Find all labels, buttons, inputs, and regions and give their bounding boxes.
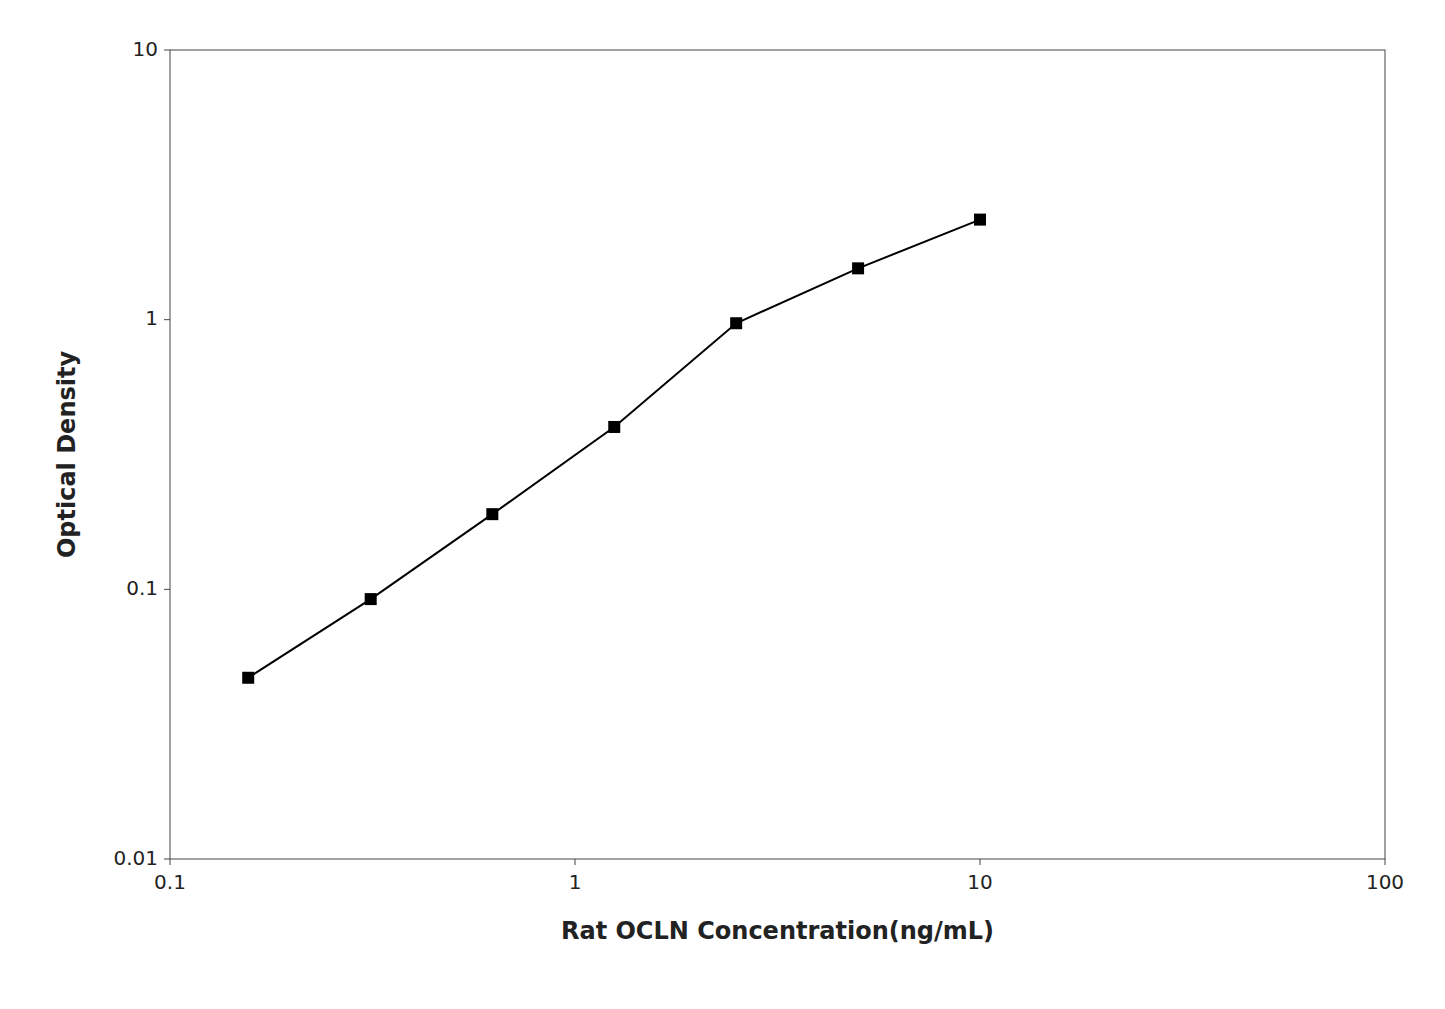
data-point <box>242 672 254 684</box>
y-tick <box>164 859 170 860</box>
x-tick-label: 10 <box>967 870 992 894</box>
data-layer <box>242 214 986 684</box>
x-tick <box>170 859 171 865</box>
y-tick-label: 10 <box>133 37 158 61</box>
y-tick-label: 0.1 <box>126 576 158 600</box>
data-point <box>365 593 377 605</box>
chart-svg: 0.11101000.010.1110Rat OCLN Concentratio… <box>0 0 1445 1009</box>
x-tick-label: 100 <box>1366 870 1404 894</box>
x-tick <box>1385 859 1386 865</box>
x-tick-label: 1 <box>569 870 582 894</box>
data-point <box>608 421 620 433</box>
data-point <box>852 262 864 274</box>
x-axis-label: Rat OCLN Concentration(ng/mL) <box>561 917 994 945</box>
y-tick <box>164 319 170 320</box>
data-point <box>486 508 498 520</box>
x-tick <box>575 859 576 865</box>
data-point <box>974 214 986 226</box>
data-line <box>248 220 980 678</box>
axes: 0.11101000.010.1110 <box>113 37 1404 895</box>
data-point <box>730 317 742 329</box>
x-tick <box>980 859 981 865</box>
y-tick-label: 0.01 <box>113 846 158 870</box>
y-axis-label: Optical Density <box>53 351 81 559</box>
x-tick-label: 0.1 <box>154 870 186 894</box>
y-tick <box>164 50 170 51</box>
chart-container: 0.11101000.010.1110Rat OCLN Concentratio… <box>0 0 1445 1009</box>
y-tick-label: 1 <box>145 306 158 330</box>
y-tick <box>164 589 170 590</box>
plot-frame <box>170 50 1385 859</box>
